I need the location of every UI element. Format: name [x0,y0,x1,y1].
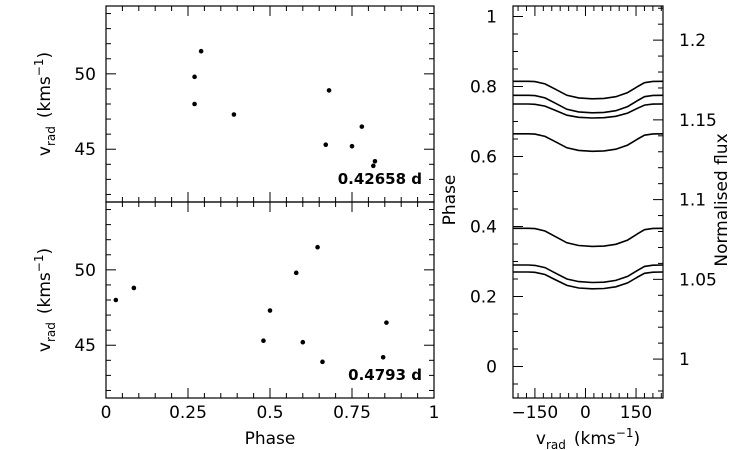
y-tick-label: 45 [74,140,96,160]
line-profile [513,133,664,153]
bottom-left-data-points [113,244,389,365]
right-right-y-axis-title: Normalised flux [712,133,732,266]
line-profiles [513,80,664,290]
line-profile [513,94,664,114]
data-point [131,285,137,291]
y-tick-label: 50 [74,261,96,281]
data-point [231,112,237,117]
tick-labels: 45 50 45 50 0 0.25 0.5 0.75 1 0 0.2 0.4 0.6 0.8 1 1 1.05… [74,8,717,424]
x-tick-label: 0.75 [333,403,371,423]
right-left-y-axis-title: Phase [440,175,460,226]
top-period-label: 0.42658 d [338,170,422,188]
line-profile [513,103,664,119]
velocity-tick-label: 0 [580,403,591,423]
flux-tick-label: 1 [679,350,690,370]
data-point [349,143,355,149]
data-point [320,359,325,365]
phase-tick-label: 0.8 [470,78,497,98]
data-point [261,338,266,344]
top-left-y-axis-title: vrad(kms−1) [32,52,58,156]
right-panel-frame [512,5,664,399]
phase-tick-label: 0 [486,358,497,378]
left-x-axis-title: Phase [245,429,296,449]
data-point [293,270,299,276]
data-point [198,48,204,54]
data-point [384,320,389,325]
line-profile [513,80,664,100]
right-x-axis-title: vrad (kms−1) [536,426,640,450]
top-left-data-points [192,48,378,169]
bottom-left-y-axis-title: vrad(kms−1) [32,248,58,352]
axis-ticks [105,6,663,398]
data-point [371,163,376,169]
data-point [323,142,329,148]
line-profile [513,264,664,284]
phase-tick-label: 0.6 [470,148,497,168]
flux-tick-label: 1.15 [679,111,717,131]
phase-tick-label: 0.4 [470,218,497,238]
data-point [315,244,320,250]
velocity-tick-label: −150 [512,403,559,423]
data-point [113,297,119,303]
data-point [192,101,197,107]
data-point [300,339,306,345]
y-tick-label: 50 [74,65,96,85]
x-tick-label: 1 [429,403,440,423]
data-point [372,158,378,164]
data-point [380,354,386,360]
phase-tick-label: 1 [486,8,497,28]
data-point [192,74,197,80]
bottom-period-label: 0.4793 d [348,366,422,384]
flux-tick-label: 1.05 [679,270,717,290]
x-tick-label: 0.25 [169,403,207,423]
y-tick-label: 45 [74,336,96,356]
line-profile [513,227,664,248]
x-tick-label: 0 [101,403,112,423]
line-profile [513,271,664,290]
data-point [267,308,273,313]
phase-tick-label: 0.2 [470,288,497,308]
data-point [359,124,365,129]
flux-tick-label: 1.1 [679,191,706,211]
data-point [326,88,332,93]
flux-tick-label: 1.2 [679,31,706,51]
x-tick-label: 0.5 [256,403,283,423]
velocity-tick-label: 150 [620,403,652,423]
